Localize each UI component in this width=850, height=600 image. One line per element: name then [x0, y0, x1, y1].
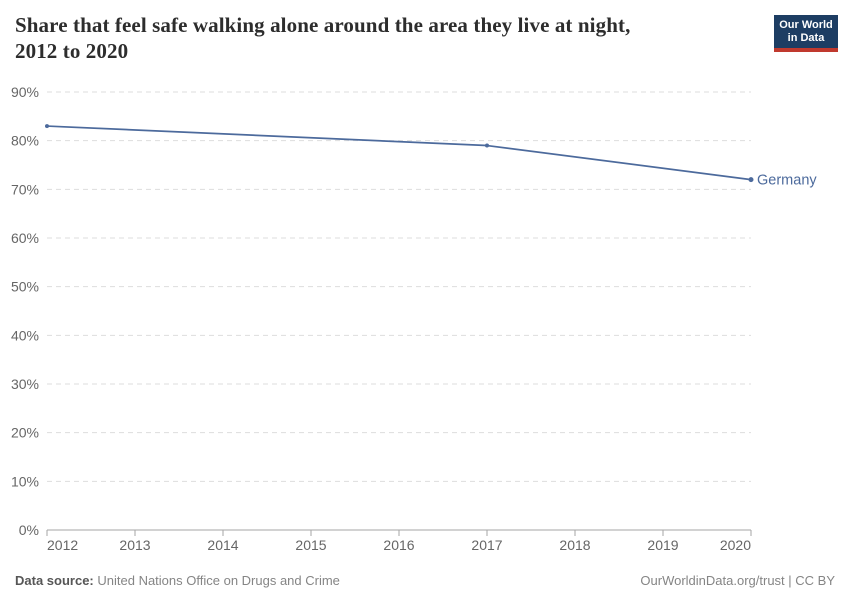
x-axis-tick-label: 2013: [119, 537, 150, 553]
data-source-text: United Nations Office on Drugs and Crime: [97, 573, 340, 588]
chart-footer: Data source: United Nations Office on Dr…: [15, 573, 835, 588]
y-axis-tick-label: 30%: [11, 376, 39, 392]
owid-logo: Our World in Data: [774, 15, 838, 52]
x-axis-tick-label: 2015: [295, 537, 326, 553]
chart-title-line2: 2012 to 2020: [15, 39, 129, 63]
x-axis-tick-label: 2020: [720, 537, 751, 553]
owid-logo-line1: Our World: [779, 19, 833, 31]
credit-link[interactable]: OurWorldinData.org/trust | CC BY: [640, 573, 835, 588]
data-point[interactable]: [45, 124, 49, 129]
data-line-germany[interactable]: [46, 125, 752, 181]
x-axis-tick-label: 2014: [207, 537, 238, 553]
x-axis-tick-label: 2012: [47, 537, 78, 553]
x-axis-tick-label: 2018: [559, 537, 590, 553]
data-point[interactable]: [748, 177, 754, 183]
y-axis-tick-label: 90%: [11, 84, 39, 100]
owid-logo-line2: in Data: [787, 32, 825, 44]
y-axis-tick-label: 0%: [19, 522, 39, 538]
x-axis-tick-label: 2017: [471, 537, 502, 553]
chart-title: Share that feel safe walking alone aroun…: [15, 12, 735, 64]
data-source-note: Data source: United Nations Office on Dr…: [15, 573, 340, 588]
y-axis-tick-label: 70%: [11, 181, 39, 197]
x-axis-tick-label: 2016: [383, 537, 414, 553]
x-axis-tick-label: 2019: [647, 537, 678, 553]
y-axis-tick-label: 10%: [11, 473, 39, 489]
y-axis-tick-label: 20%: [11, 425, 39, 441]
y-axis-tick-label: 40%: [11, 327, 39, 343]
data-point[interactable]: [485, 143, 489, 148]
y-axis-tick-label: 80%: [11, 133, 39, 149]
chart-title-line1: Share that feel safe walking alone aroun…: [15, 13, 631, 37]
y-axis-tick-label: 50%: [11, 279, 39, 295]
data-source-label: Data source:: [15, 573, 94, 588]
series-label-germany[interactable]: Germany: [757, 173, 817, 189]
y-axis-tick-label: 60%: [11, 230, 39, 246]
